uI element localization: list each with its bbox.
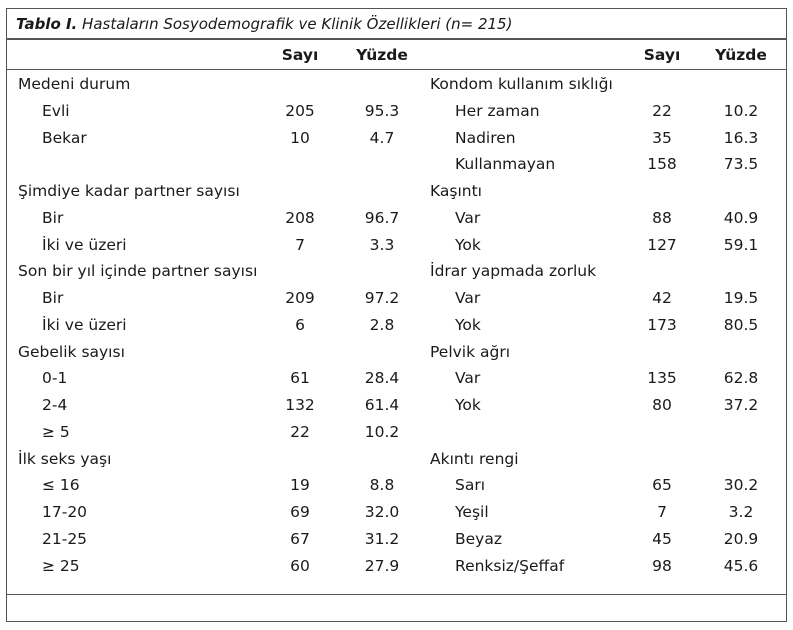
cell-sayi: 35 — [652, 128, 672, 147]
row-label: 21-25 — [42, 529, 88, 548]
cell-yuzde: 37.2 — [723, 396, 759, 414]
cell-sayi: 158 — [647, 155, 677, 174]
bottom-divider — [6, 594, 787, 595]
row-label: Evli — [42, 101, 70, 120]
row-label: Yok — [455, 235, 481, 254]
cell-yuzde: 20.9 — [723, 529, 759, 548]
row-label: 17-20 — [42, 503, 88, 521]
cell-yuzde: 2.8 — [369, 315, 395, 334]
table-title-text: Hastaların Sosyodemografik ve Klinik Öze… — [77, 15, 513, 33]
cell-yuzde: 28.4 — [364, 369, 400, 388]
cell-yuzde: 61.4 — [364, 396, 400, 414]
left-header-yuzde: Yüzde — [356, 46, 408, 64]
row-label: ≤ 16 — [42, 476, 80, 495]
cell-yuzde: 31.2 — [364, 529, 400, 548]
cell-sayi: 88 — [652, 208, 672, 227]
cell-sayi: 19 — [290, 476, 310, 495]
group-label: İdrar yapmada zorluk — [430, 262, 597, 281]
cell-sayi: 132 — [285, 396, 315, 414]
cell-yuzde: 73.5 — [723, 155, 759, 174]
row-label: Yok — [455, 396, 481, 414]
cell-sayi: 205 — [285, 101, 315, 120]
table-frame — [6, 8, 787, 622]
cell-yuzde: 59.1 — [723, 235, 759, 254]
cell-yuzde: 3.2 — [728, 503, 754, 521]
cell-sayi: 60 — [290, 556, 310, 575]
group-label: Kondom kullanım sıklığı — [430, 75, 613, 93]
cell-sayi: 69 — [290, 503, 310, 521]
group-label: Medeni durum — [18, 75, 131, 93]
cell-yuzde: 8.8 — [369, 476, 395, 495]
cell-yuzde: 10.2 — [723, 101, 759, 120]
group-label: Pelvik ağrı — [430, 342, 511, 361]
cell-yuzde: 96.7 — [364, 208, 400, 227]
cell-sayi: 45 — [652, 529, 672, 548]
cell-sayi: 22 — [652, 101, 672, 120]
row-label: İki ve üzeri — [42, 315, 127, 334]
cell-yuzde: 30.2 — [723, 476, 759, 495]
cell-sayi: 6 — [295, 315, 305, 334]
cell-yuzde: 16.3 — [723, 128, 759, 147]
row-label: İki ve üzeri — [42, 235, 127, 254]
cell-sayi: 42 — [652, 289, 672, 307]
row-label: Var — [455, 289, 481, 307]
cell-yuzde: 97.2 — [364, 289, 400, 307]
cell-yuzde: 27.9 — [364, 556, 400, 575]
group-label: Şimdiye kadar partner sayısı — [18, 182, 240, 200]
group-label: Kaşıntı — [430, 182, 482, 200]
row-label: 2-4 — [42, 396, 68, 414]
group-label: Son bir yıl içinde partner sayısı — [18, 262, 258, 281]
cell-yuzde: 19.5 — [723, 289, 759, 307]
cell-sayi: 67 — [290, 529, 310, 548]
table-title-number: Tablo I. — [16, 15, 78, 33]
cell-yuzde: 10.2 — [364, 422, 400, 441]
cell-yuzde: 40.9 — [723, 208, 759, 227]
row-label: 0-1 — [42, 369, 68, 388]
row-label: Renksiz/Şeffaf — [455, 556, 565, 575]
cell-sayi: 7 — [657, 503, 667, 521]
right-header-yuzde: Yüzde — [715, 46, 767, 64]
row-label: ≥ 25 — [42, 556, 80, 575]
cell-yuzde: 62.8 — [723, 369, 759, 388]
cell-yuzde: 4.7 — [369, 128, 395, 147]
cell-yuzde: 32.0 — [364, 503, 400, 521]
row-label: Nadiren — [455, 128, 516, 147]
cell-sayi: 98 — [652, 556, 672, 575]
row-label: Yok — [455, 315, 481, 334]
row-label: Var — [455, 369, 481, 388]
row-label: Her zaman — [455, 101, 540, 120]
row-label: Sarı — [455, 476, 486, 495]
right-header-sayi: Sayı — [643, 46, 681, 64]
cell-sayi: 22 — [290, 422, 310, 441]
cell-sayi: 173 — [647, 315, 677, 334]
row-label: Kullanmayan — [455, 155, 556, 174]
row-label: Yeşil — [455, 503, 489, 521]
cell-sayi: 65 — [652, 476, 672, 495]
row-label: Var — [455, 208, 481, 227]
header-divider — [6, 69, 787, 70]
cell-yuzde: 45.6 — [723, 556, 759, 575]
row-label: Beyaz — [455, 529, 502, 548]
cell-sayi: 7 — [295, 235, 305, 254]
cell-yuzde: 80.5 — [723, 315, 759, 334]
group-label: İlk seks yaşı — [18, 449, 112, 468]
cell-sayi: 61 — [290, 369, 310, 388]
title-divider — [6, 38, 787, 40]
row-label: Bekar — [42, 128, 87, 147]
cell-yuzde: 3.3 — [369, 235, 395, 254]
group-label: Gebelik sayısı — [18, 342, 125, 361]
cell-sayi: 208 — [285, 208, 315, 227]
group-label: Akıntı rengi — [430, 449, 519, 468]
cell-sayi: 135 — [647, 369, 677, 388]
cell-sayi: 127 — [647, 235, 677, 254]
left-header-sayi: Sayı — [281, 46, 319, 64]
row-label: ≥ 5 — [42, 422, 70, 441]
cell-sayi: 10 — [290, 128, 310, 147]
row-label: Bir — [42, 289, 64, 307]
cell-sayi: 80 — [652, 396, 672, 414]
cell-yuzde: 95.3 — [364, 101, 400, 120]
table-title: Tablo I. Hastaların Sosyodemografik ve K… — [16, 15, 512, 33]
cell-sayi: 209 — [285, 289, 315, 307]
row-label: Bir — [42, 208, 64, 227]
